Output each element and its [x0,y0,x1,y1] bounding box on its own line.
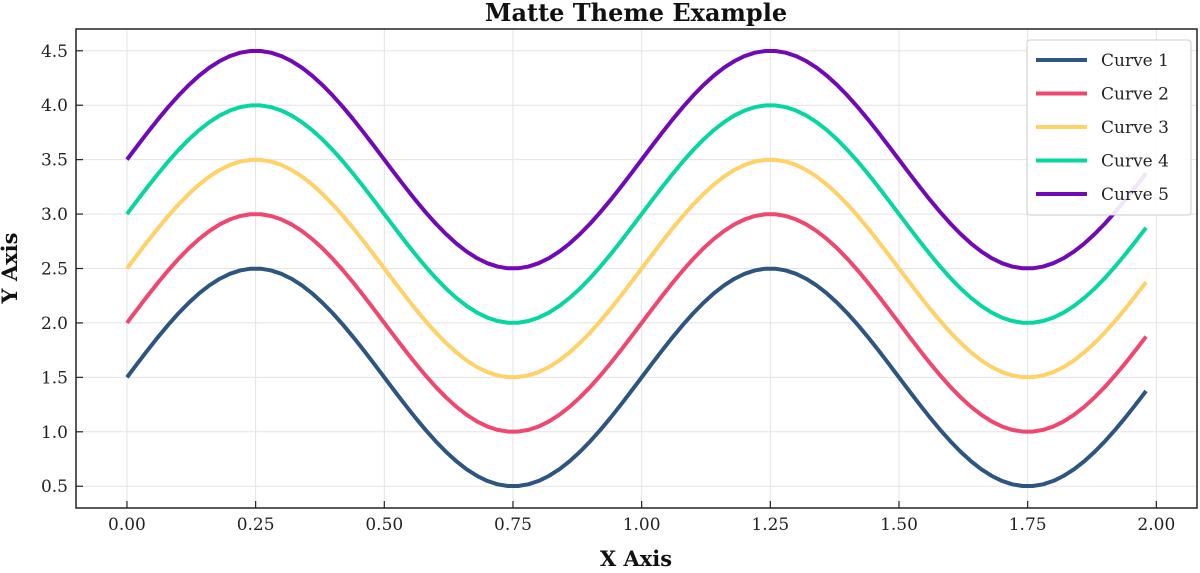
ticks: 0.00 0.25 0.50 0.75 1.00 1.25 1.50 1.75 2.00 0.5 1… [41,42,1175,535]
series-line-curve-4 [125,103,1148,325]
legend-box [1026,39,1192,216]
x-tick-label: 2.00 [1137,515,1175,535]
series-layer [125,48,1148,489]
x-tick-label: 1.00 [623,515,661,535]
x-tick-label: 0.00 [108,515,146,535]
legend-label-curve-3: Curve 3 [1101,118,1169,138]
x-tick-label: 1.50 [880,515,918,535]
y-tick-label: 1.0 [41,423,68,443]
series-line-curve-1 [125,266,1148,489]
x-tick-label: 1.75 [1009,515,1047,535]
x-tick-label: 0.25 [237,515,275,535]
x-axis-label: X Axis [600,546,672,571]
legend: Curve 1 Curve 2 Curve 3 Curve 4 Curve 5 [1026,39,1192,216]
x-tick-label: 0.75 [494,515,532,535]
y-tick-label: 2.5 [41,260,68,280]
series-line-curve-2 [125,212,1148,434]
y-tick-label: 0.5 [41,477,68,497]
grid [76,29,1197,508]
legend-label-curve-4: Curve 4 [1101,152,1169,172]
legend-label-curve-5: Curve 5 [1101,185,1169,205]
x-tick-label: 1.25 [751,515,789,535]
y-tick-label: 3.5 [41,151,68,171]
y-tick-label: 3.0 [41,205,68,225]
y-tick-label: 4.0 [41,96,68,116]
chart-title: Matte Theme Example [485,0,787,27]
y-tick-label: 1.5 [41,368,68,388]
y-tick-label: 2.0 [41,314,68,334]
series-line-curve-3 [125,157,1148,380]
y-axis-label: Y Axis [0,233,22,305]
legend-label-curve-1: Curve 1 [1101,51,1169,71]
legend-label-curve-2: Curve 2 [1101,85,1169,105]
y-tick-label: 4.5 [41,42,68,62]
series-line-curve-5 [125,48,1148,271]
x-tick-label: 0.50 [365,515,403,535]
